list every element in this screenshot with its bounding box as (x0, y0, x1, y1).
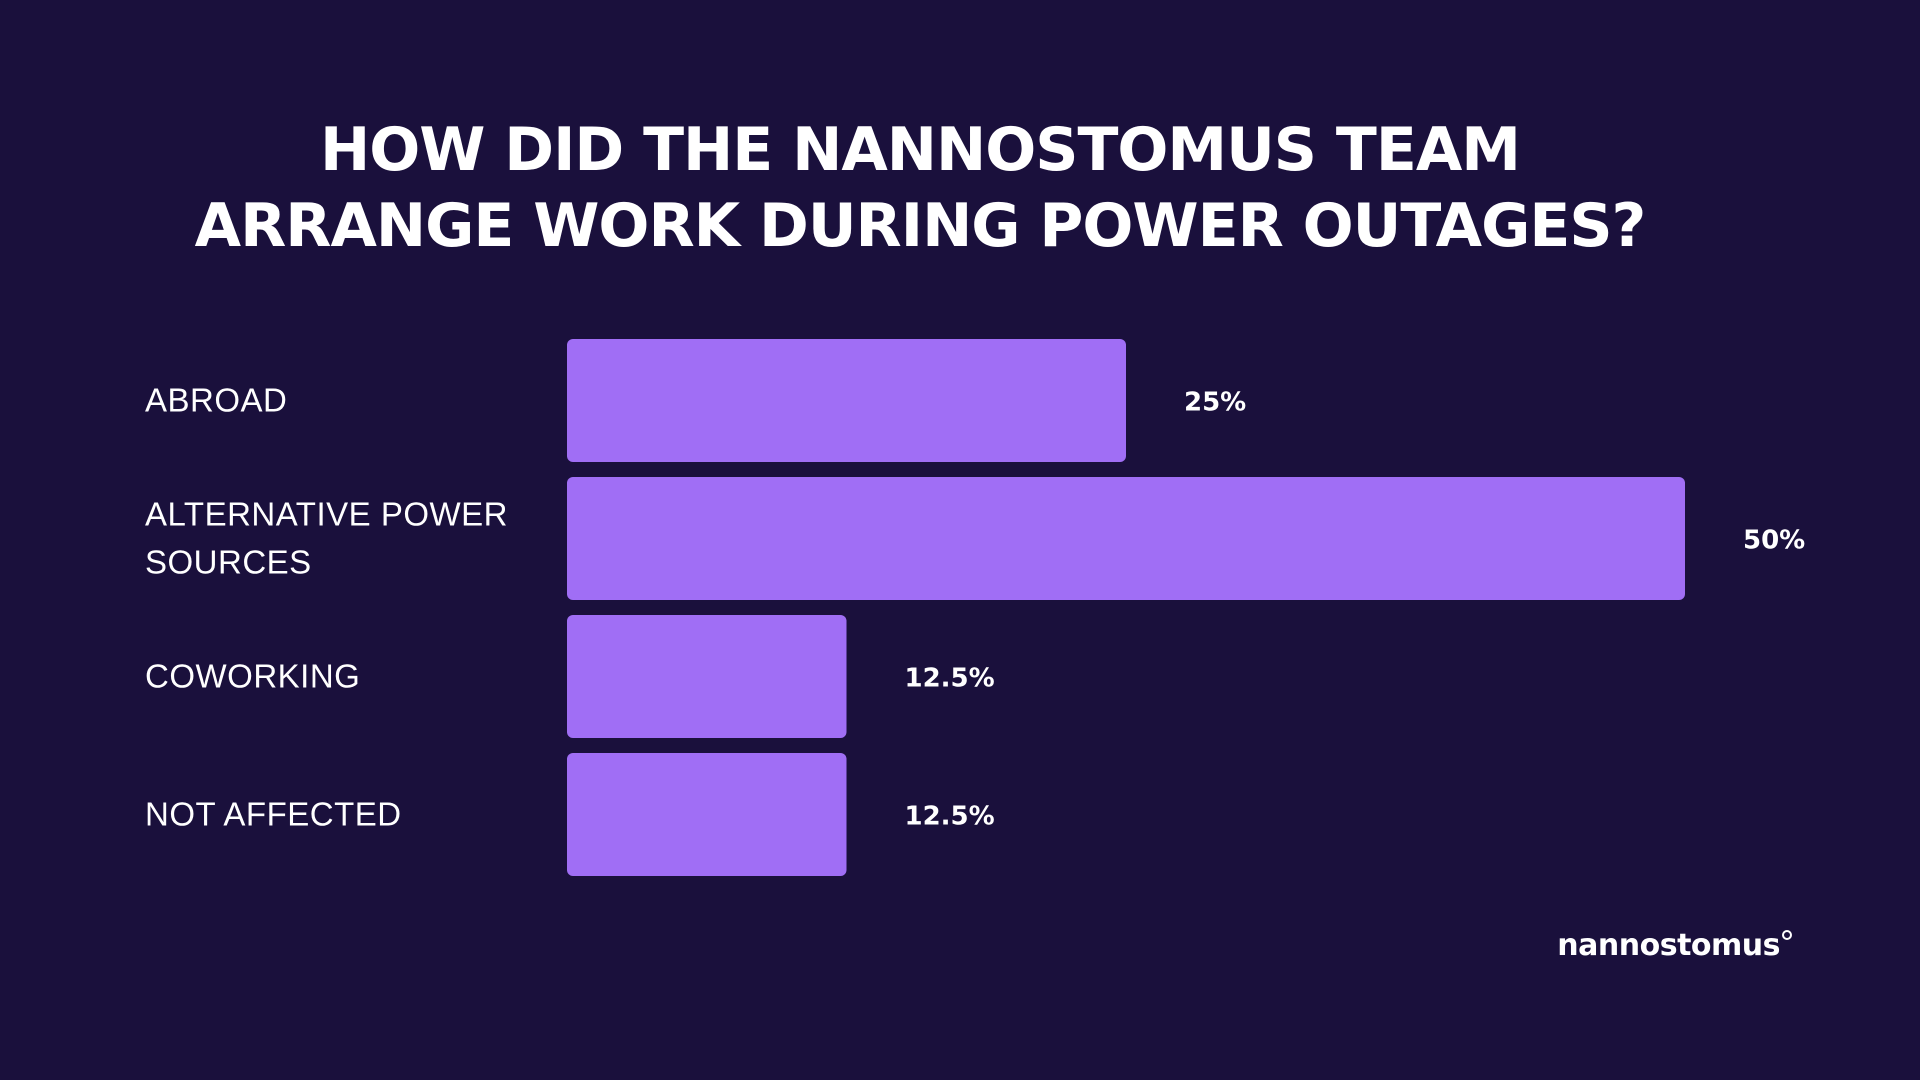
value-label-2: 12.5% (905, 664, 995, 694)
category-label-3: NOT AFFECTED (145, 796, 402, 833)
chart-title: HOW DID THE NANNOSTOMUS TEAM ARRANGE WOR… (0, 112, 1840, 264)
category-label-1: ALTERNATIVE POWER SOURCES (145, 496, 508, 581)
bar-3 (567, 753, 847, 876)
brand-logo: nannostomus (1480, 928, 1792, 976)
logo-mark-icon (1782, 930, 1792, 940)
bar-0 (567, 339, 1126, 462)
value-label-1: 50% (1743, 526, 1805, 556)
value-label-0: 25% (1184, 388, 1246, 418)
value-label-3: 12.5% (905, 802, 995, 832)
chart-title-line-2: ARRANGE WORK DURING POWER OUTAGES? (194, 191, 1647, 261)
brand-logo-text: nannostomus (1557, 928, 1780, 963)
bar-1 (567, 477, 1685, 600)
category-label-0: ABROAD (145, 382, 287, 419)
bar-2 (567, 615, 847, 738)
category-label-2: COWORKING (145, 658, 360, 695)
chart-title-line-1: HOW DID THE NANNOSTOMUS TEAM (320, 115, 1521, 185)
